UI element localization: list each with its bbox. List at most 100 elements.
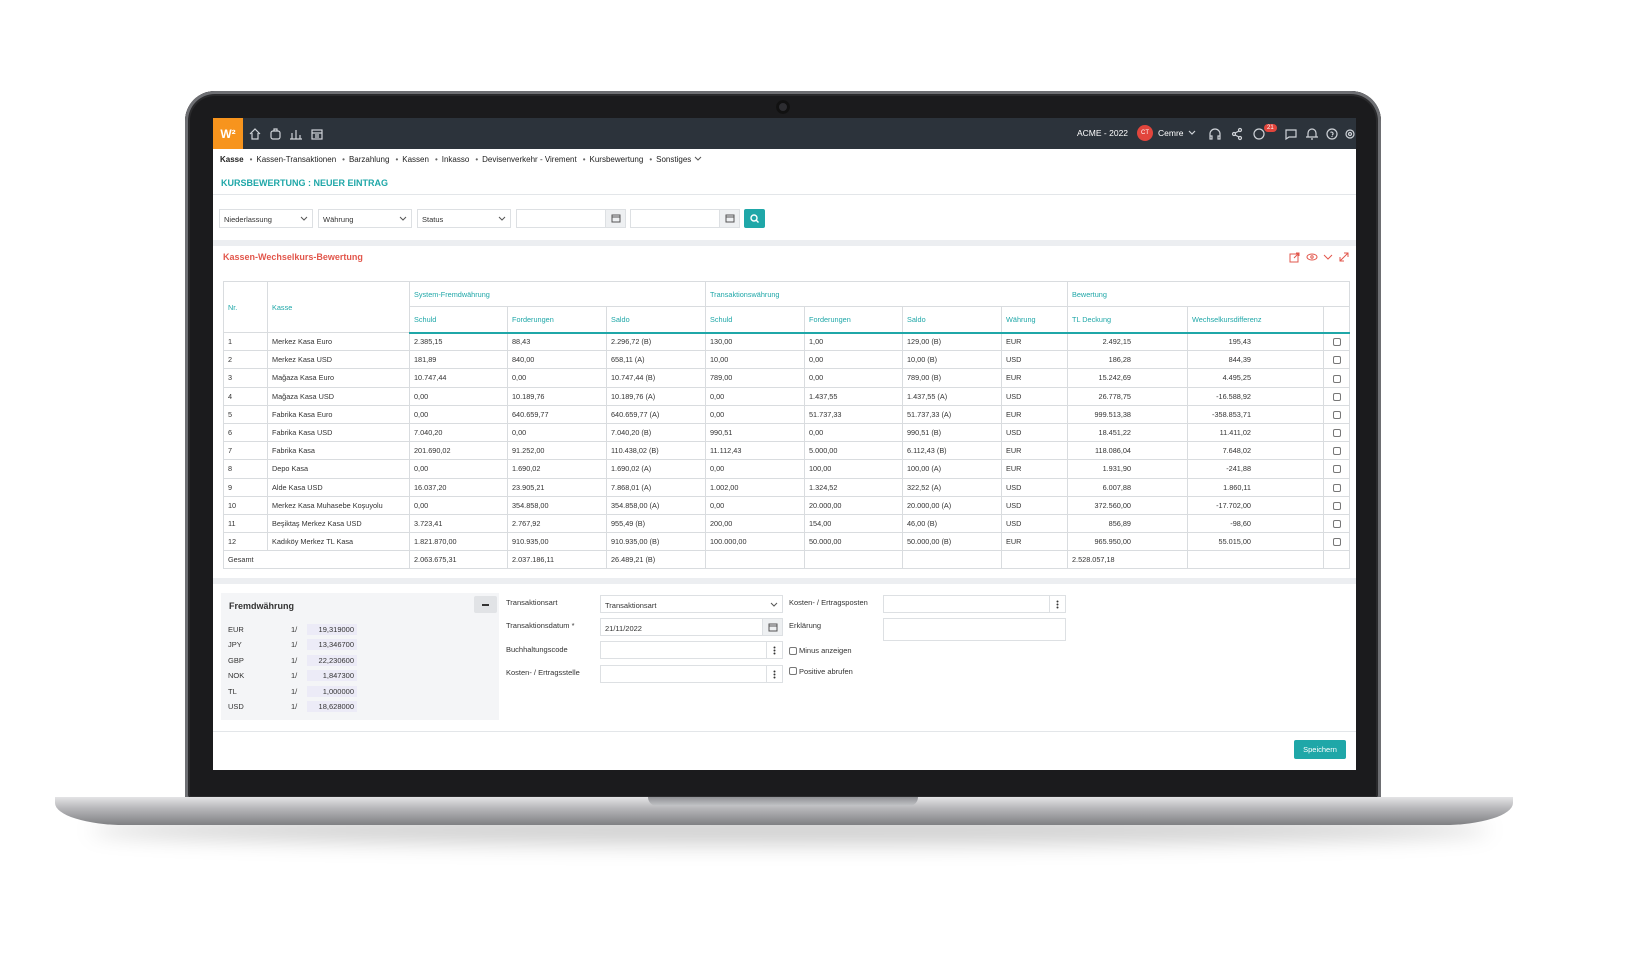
row-select [1322,404,1351,424]
row-select [1322,386,1351,406]
collapse-button[interactable] [474,596,497,613]
filter-label: Status [422,215,444,224]
table-cell: 0,00 [409,404,508,424]
checkbox[interactable] [1332,374,1341,383]
checkbox[interactable] [1332,410,1341,419]
nav-item[interactable]: Kassen [395,155,429,164]
table-cell: 50.000,00 (B) [902,532,1002,552]
table-cell: 0,00 [804,422,903,443]
nav-item[interactable]: Kassen-Transaktionen [250,155,336,164]
checkbox-field[interactable]: Positive abrufen [789,667,853,676]
company[interactable]: ACME - 2022 [1077,128,1129,138]
table-cell: 6.112,43 (B) [902,441,1002,461]
field-input[interactable] [600,665,783,683]
checkbox[interactable] [1332,338,1341,347]
table-cell: 0,00 [705,495,805,515]
checkbox[interactable] [1332,465,1341,474]
table-cell: 18.451,22 [1067,422,1188,443]
nav-item[interactable]: Inkasso [435,155,470,164]
checkbox[interactable] [1332,520,1341,528]
table-cell: USD [1001,513,1068,534]
table-cell: -98,60 [1187,513,1324,534]
table-cell: 910.935,00 (B) [606,532,706,552]
row-select [1322,331,1351,352]
table-cell: 1.324,52 [804,477,903,497]
table-cell: 0,00 [804,368,903,388]
nav-item[interactable]: Sonstiges [649,155,701,164]
search-button[interactable] [744,209,765,228]
checkbox[interactable] [1332,356,1341,365]
table-cell: 0,00 [804,350,903,370]
filter-select[interactable]: Niederlassung [219,209,313,228]
checkbox[interactable] [1332,447,1341,456]
table-row: 12 Kadıköy Merkez TL Kasa 1.821.870,00 910.… [223,532,1351,552]
filter-select[interactable]: Währung [318,209,412,228]
table-row: 6 Fabrika Kasa USD 7.040,20 0,00 7.040,20 (B… [223,422,1351,443]
table-cell: Mağaza Kasa Euro [267,368,410,388]
table-cell: 354.858,00 [507,495,607,515]
fx-ratio: 1/ [291,640,298,650]
table-cell: 91.252,00 [507,441,607,461]
topbar-right-icons[interactable] [1188,127,1356,141]
checkbox-field[interactable]: Minus anzeigen [789,646,852,655]
table-cell: EUR [1001,331,1068,352]
table-cell: 51.737,33 [804,404,903,424]
checkbox[interactable] [1332,538,1341,547]
table-cell: 1.690,02 (A) [606,459,706,479]
field-input[interactable] [600,641,783,659]
field-input[interactable]: Transaktionsart [600,595,783,613]
separator-band [213,578,1356,584]
table-cell: USD [1001,350,1068,370]
table-cell: 130,00 [705,331,805,352]
field-input[interactable]: 21/11/2022 [600,618,783,636]
date-input[interactable] [630,209,740,228]
topbar-icons[interactable] [247,126,359,142]
table-cell: 9 [223,477,268,497]
column-header: Währung [1001,306,1068,334]
nav-item[interactable]: Devisenverkehr - Virement [475,155,577,164]
checkbox[interactable] [1332,483,1341,492]
filter-label: Währung [323,215,354,224]
table-cell: Fabrika Kasa [267,441,410,461]
nav-item[interactable]: Kursbewertung [583,155,644,164]
total-empty [804,550,903,570]
checkbox[interactable] [789,667,797,675]
avatar[interactable]: CT [1137,125,1153,141]
save-button[interactable]: Speichern [1294,740,1346,759]
table-cell: -358.853,71 [1187,404,1324,424]
field-input[interactable] [883,595,1066,613]
checkbox[interactable] [789,646,797,655]
user-name[interactable]: Cemre [1158,128,1184,138]
table-cell: 200,00 [705,513,805,534]
table-cell: 0,00 [409,386,508,406]
fx-ratio: 1/ [291,686,298,696]
breadcrumb-nav: Kasse Kassen-Transaktionen Barzahlung Kasse… [220,153,708,165]
table-cell: 10.189,76 (A) [606,386,706,406]
total-empty [1322,550,1351,570]
header-kasse: Kasse [267,281,410,333]
filter-select[interactable]: Status [417,209,511,228]
fx-currency: TL [228,686,237,696]
table-cell: 1 [223,331,268,352]
field-input[interactable] [883,618,1066,641]
nav-item[interactable]: Kasse [220,154,244,164]
table-cell: 7 [223,441,268,461]
date-input[interactable] [516,209,626,228]
fx-rate: 1,847300 [307,670,357,682]
table-cell: 55.015,00 [1187,532,1324,552]
nav-item[interactable]: Barzahlung [342,155,389,164]
table-cell: 100,00 [804,459,903,479]
table-cell: 965.950,00 [1067,532,1188,552]
field-label: Transaktionsart [506,598,558,607]
checkbox[interactable] [1332,501,1341,510]
table-cell: 15.242,69 [1067,368,1188,388]
table-cell: 4.495,25 [1187,368,1324,388]
header-nr: Nr. [223,281,268,333]
checkbox[interactable] [1332,392,1341,401]
checkbox[interactable] [1332,429,1341,438]
column-header: Wechselkursdifferenz [1187,306,1324,334]
form: Transaktionsart Transaktionsart Transaktio… [213,118,1356,770]
logo[interactable]: W² [213,118,243,149]
panel-icons[interactable] [1288,251,1350,263]
